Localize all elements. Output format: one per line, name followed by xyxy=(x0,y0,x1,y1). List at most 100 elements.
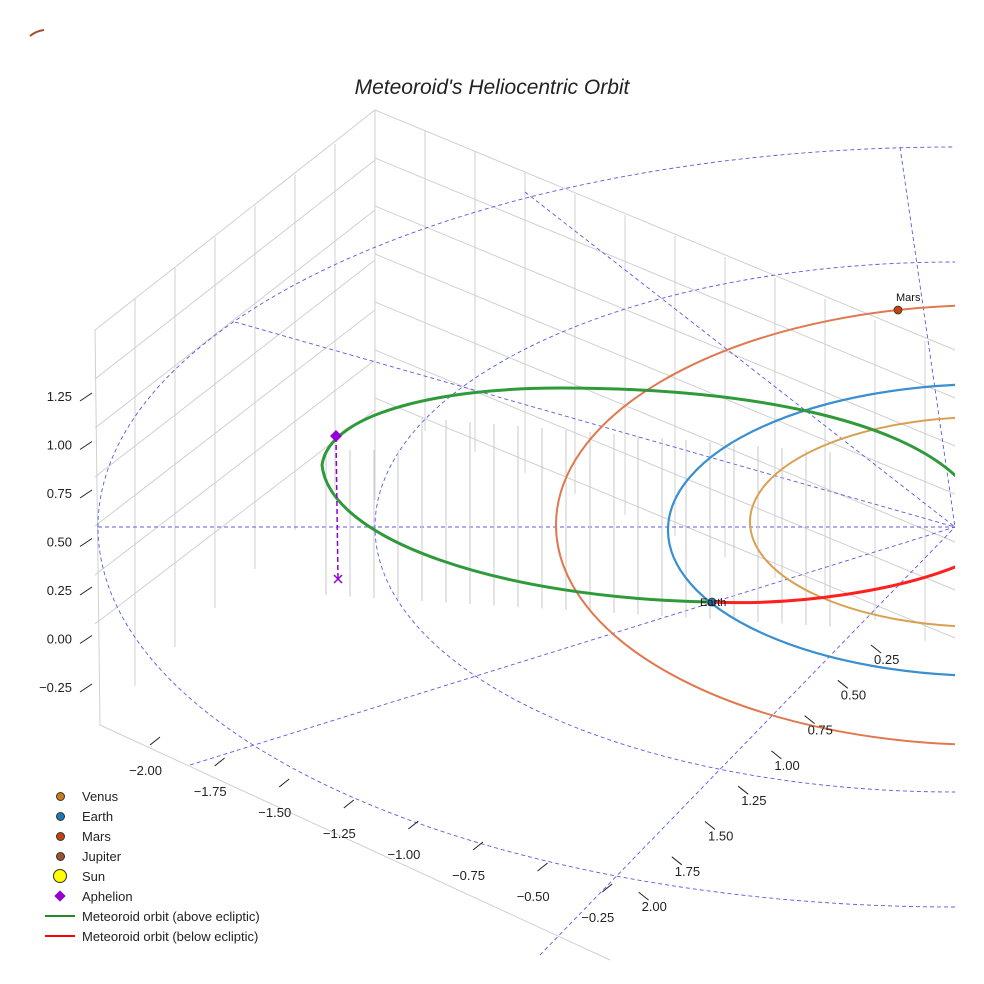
y-tick-label: 1.50 xyxy=(708,829,733,844)
legend-item: Earth xyxy=(38,806,260,826)
y-tick-label: 0.50 xyxy=(841,687,866,702)
y-tick-mark xyxy=(804,715,815,724)
x-tick-label: −1.25 xyxy=(323,826,356,841)
grid-line xyxy=(374,157,956,399)
legend-item: Mars xyxy=(38,826,260,846)
aphelion-projection-marker xyxy=(333,574,343,584)
y-tick-label: 1.25 xyxy=(741,793,766,808)
grid-line xyxy=(374,301,956,543)
z-tick-label: −0.25 xyxy=(39,680,72,695)
y-tick-mark xyxy=(771,750,782,760)
z-tick-mark xyxy=(79,635,93,644)
z-tick-label: 1.00 xyxy=(47,438,72,453)
legend-label: Sun xyxy=(82,868,106,884)
earth-label: Earth xyxy=(700,597,726,609)
circle-marker-icon xyxy=(38,851,82,861)
x-tick-label: −0.75 xyxy=(452,868,485,883)
earth-marker xyxy=(707,597,717,607)
grid-line xyxy=(374,205,956,447)
legend-item: Venus xyxy=(38,786,260,806)
jupiter-orbit-fragment xyxy=(29,29,45,37)
x-tick-mark xyxy=(149,736,161,746)
z-tick-label: 0.25 xyxy=(47,583,72,598)
x-tick-label: −1.50 xyxy=(258,805,291,820)
z-tick-label: 0.50 xyxy=(47,535,72,550)
y-tick-label: 1.00 xyxy=(774,758,799,773)
x-tick-mark xyxy=(408,820,419,830)
x-tick-label: −0.25 xyxy=(581,910,614,925)
grid-line xyxy=(94,259,376,478)
legend-item: Aphelion xyxy=(38,886,260,906)
x-tick-label: −1.75 xyxy=(194,784,227,799)
circle-marker-icon xyxy=(38,811,82,821)
axis-ticks: 1.25 1.00 0.75 0.50 0.25 0.00 −0.25 −2.00 −1.75 −… xyxy=(39,389,899,925)
y-tick-label: 1.75 xyxy=(675,864,700,879)
z-tick-mark xyxy=(79,683,93,693)
line-swatch-icon xyxy=(38,935,82,937)
legend-item: Jupiter xyxy=(38,846,260,866)
y-tick-label: 0.75 xyxy=(808,723,833,738)
x-tick-mark xyxy=(601,883,613,893)
y-tick-mark xyxy=(671,856,683,866)
x-tick-label: −2.00 xyxy=(129,763,162,778)
legend-label: Aphelion xyxy=(82,888,133,904)
z-tick-label: 1.25 xyxy=(47,389,72,404)
z-tick-mark xyxy=(79,489,93,499)
z-tick-label: 0.00 xyxy=(47,632,72,647)
z-tick-label: 0.75 xyxy=(47,486,72,501)
earth-orbit xyxy=(666,383,955,677)
aphelion-marker xyxy=(330,430,342,442)
meteoroid-orbit-above xyxy=(320,386,955,604)
line-swatch-icon xyxy=(38,915,82,917)
grid-line xyxy=(374,349,956,591)
legend-label: Jupiter xyxy=(82,848,122,864)
y-tick-mark xyxy=(704,821,716,830)
x-tick-mark xyxy=(214,757,225,767)
grid-line xyxy=(374,397,956,639)
mars-label: Mars xyxy=(896,292,921,304)
meteoroid-orbit-below xyxy=(709,565,955,605)
legend-label: Earth xyxy=(82,808,114,824)
grid-line xyxy=(94,309,376,527)
legend-label: Venus xyxy=(82,788,119,804)
x-tick-mark xyxy=(537,862,548,872)
x-tick-mark xyxy=(343,799,355,809)
y-tick-mark xyxy=(638,891,649,901)
venus-orbit xyxy=(749,416,955,628)
x-tick-mark xyxy=(472,841,484,851)
chart-title: Meteoroid's Heliocentric Orbit xyxy=(354,76,630,99)
legend-label: Meteoroid orbit (below ecliptic) xyxy=(82,928,259,944)
grid-line xyxy=(94,159,376,380)
grid-line xyxy=(94,209,376,429)
reference-circles xyxy=(97,146,955,956)
z-tick-mark xyxy=(79,538,93,547)
grid-line xyxy=(374,253,956,495)
x-tick-label: −0.50 xyxy=(517,889,550,904)
y-tick-mark xyxy=(870,644,882,654)
z-tick-mark xyxy=(79,392,93,402)
diamond-marker-icon xyxy=(38,890,82,902)
x-tick-label: −1.00 xyxy=(387,847,420,862)
circle-marker-icon xyxy=(38,831,82,841)
z-tick-mark xyxy=(79,586,93,596)
legend-item: Sun xyxy=(38,866,260,886)
legend-item: Meteoroid orbit (above ecliptic) xyxy=(38,906,260,926)
aphelion-drop-line xyxy=(335,436,339,580)
circle-marker-icon xyxy=(38,791,82,801)
mars-orbit xyxy=(555,304,955,746)
legend-label: Mars xyxy=(82,828,111,844)
x-tick-mark xyxy=(278,778,290,788)
y-tick-label: 0.25 xyxy=(874,652,899,667)
mars-marker xyxy=(893,305,903,315)
y-tick-mark xyxy=(737,785,749,795)
circle-marker-icon xyxy=(38,869,82,883)
legend: Venus Earth Mars Jupiter Sun Aphelion Meteoroi… xyxy=(38,786,260,946)
grid-lines xyxy=(94,109,956,961)
y-tick-mark xyxy=(837,679,849,689)
z-tick-mark xyxy=(79,441,93,450)
legend-label: Meteoroid orbit (above ecliptic) xyxy=(82,908,260,924)
legend-item: Meteoroid orbit (below ecliptic) xyxy=(38,926,260,946)
y-tick-label: 2.00 xyxy=(642,899,667,914)
